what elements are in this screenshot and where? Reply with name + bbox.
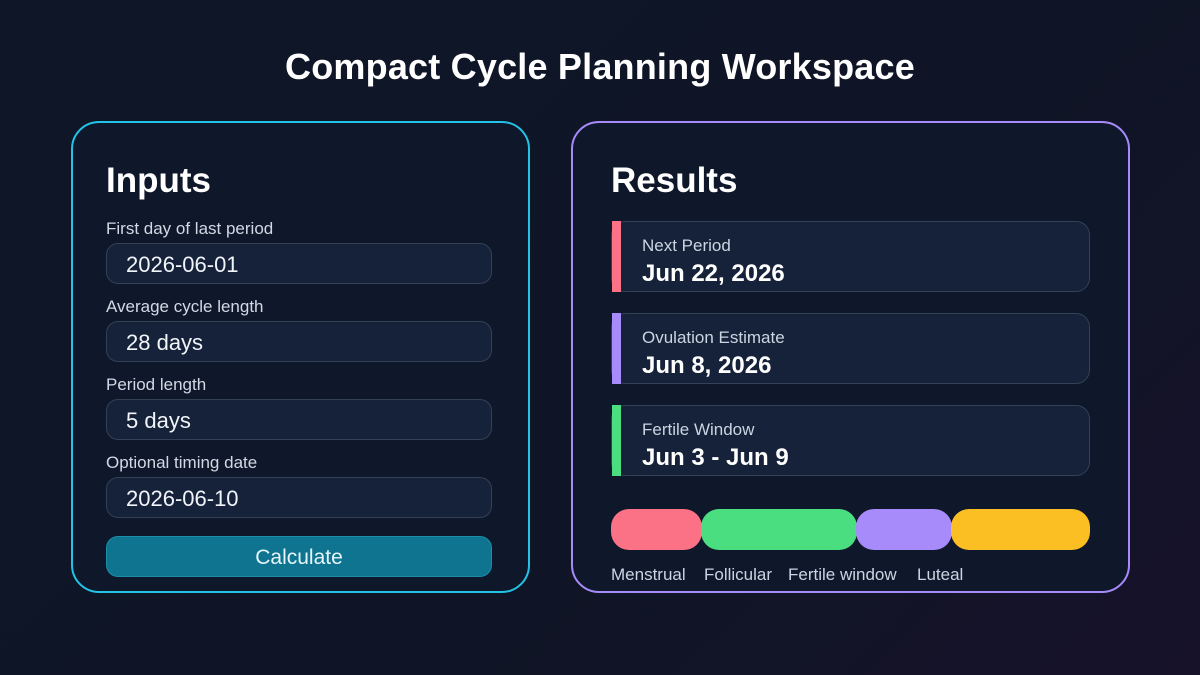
- timing-date-label: Optional timing date: [106, 453, 258, 472]
- period-length-label: Period length: [106, 375, 207, 394]
- results-panel: Results Next Period Jun 22, 2026 Ovulati…: [571, 121, 1130, 593]
- timing-date-input[interactable]: 2026-06-10: [106, 477, 492, 518]
- ovulation-label: Ovulation Estimate: [642, 328, 785, 347]
- phase-label-luteal: Luteal: [917, 565, 964, 584]
- results-heading: Results: [611, 161, 738, 200]
- next-period-label: Next Period: [642, 236, 731, 255]
- next-period-accent: [612, 221, 621, 292]
- phase-segment-fertile-window: [856, 509, 952, 550]
- fertile-window-card: Fertile Window Jun 3 - Jun 9: [611, 405, 1090, 476]
- fertile-window-label: Fertile Window: [642, 420, 755, 439]
- calculate-button[interactable]: Calculate: [106, 536, 492, 577]
- phase-segment-follicular: [701, 509, 857, 550]
- ovulation-value: Jun 8, 2026: [642, 352, 772, 379]
- cycle-length-input[interactable]: 28 days: [106, 321, 492, 362]
- phase-label-menstrual: Menstrual: [611, 565, 686, 584]
- last-period-input[interactable]: 2026-06-01: [106, 243, 492, 284]
- cycle-phase-bar: [611, 509, 1090, 550]
- period-length-input[interactable]: 5 days: [106, 399, 492, 440]
- phase-segment-menstrual: [611, 509, 702, 550]
- ovulation-card: Ovulation Estimate Jun 8, 2026: [611, 313, 1090, 384]
- last-period-label: First day of last period: [106, 219, 274, 238]
- phase-label-follicular: Follicular: [704, 565, 773, 584]
- inputs-heading: Inputs: [106, 161, 211, 200]
- inputs-panel: Inputs First day of last period 2026-06-…: [71, 121, 530, 593]
- fertile-window-accent: [612, 405, 621, 476]
- phase-label-fertile-window: Fertile window: [788, 565, 897, 584]
- next-period-value: Jun 22, 2026: [642, 260, 785, 287]
- next-period-card: Next Period Jun 22, 2026: [611, 221, 1090, 292]
- fertile-window-value: Jun 3 - Jun 9: [642, 444, 789, 471]
- phase-segment-luteal: [951, 509, 1090, 550]
- page-title: Compact Cycle Planning Workspace: [285, 46, 915, 87]
- cycle-length-label: Average cycle length: [106, 297, 264, 316]
- ovulation-accent: [612, 313, 621, 384]
